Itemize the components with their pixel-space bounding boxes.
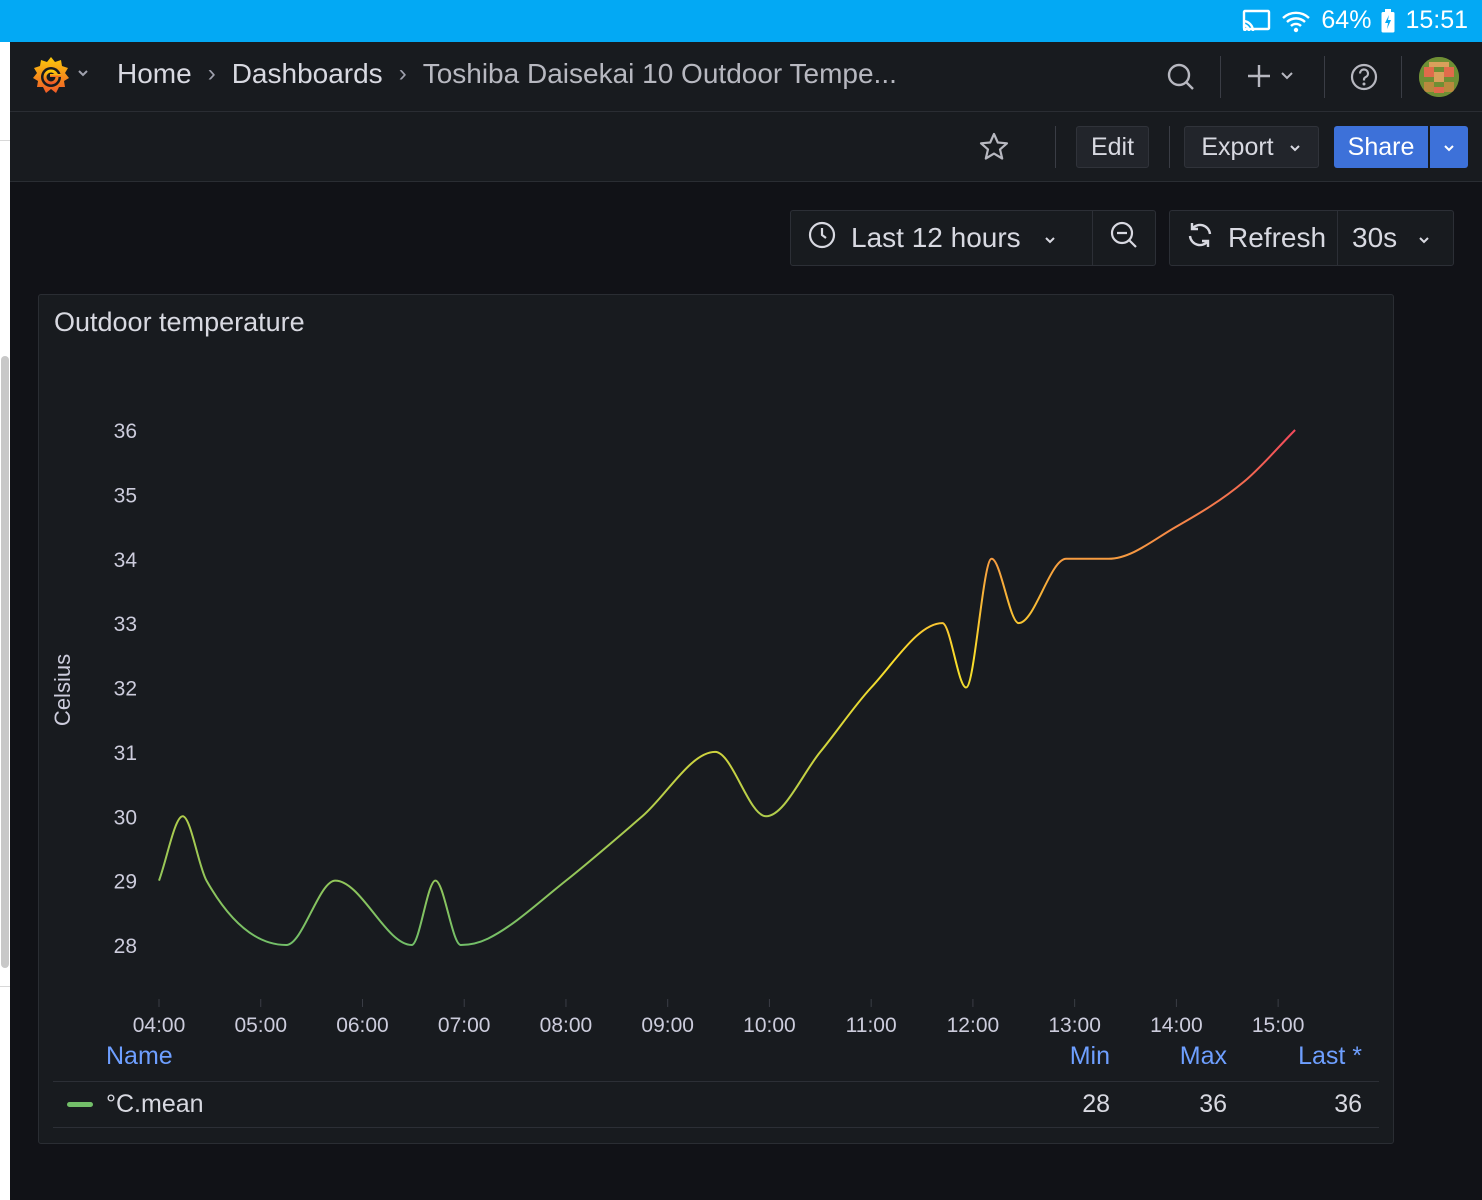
chevron-down-icon[interactable] (76, 66, 90, 85)
refresh-picker: Refresh 30s (1169, 210, 1454, 266)
temperature-chart[interactable]: 28 29 30 31 32 33 34 35 36 04:00 05:00 06:00 07:00 0… (39, 295, 1395, 1035)
x-tick-label: 12:00 (947, 1014, 1000, 1035)
x-tick-label: 11:00 (846, 1014, 897, 1035)
zoom-out-button[interactable] (1093, 211, 1155, 265)
chevron-right-icon: › (398, 60, 407, 87)
clock-icon (807, 220, 837, 257)
search-icon[interactable] (1165, 61, 1197, 98)
x-tick-label: 14:00 (1150, 1014, 1203, 1035)
legend-series-color (67, 1102, 93, 1107)
cast-icon (1241, 9, 1271, 33)
legend-bottom-divider (53, 1127, 1379, 1128)
legend-series-min: 28 (1082, 1090, 1110, 1118)
user-avatar[interactable] (1419, 57, 1459, 97)
edit-button[interactable]: Edit (1076, 126, 1149, 168)
help-icon[interactable] (1348, 61, 1380, 98)
star-icon[interactable] (978, 131, 1010, 168)
y-tick-label: 29 (114, 871, 137, 894)
battery-percent: 64% (1321, 6, 1372, 34)
timeseries-panel[interactable]: Outdoor temperature 28 29 30 31 32 33 34 35 36 0… (38, 294, 1394, 1144)
refresh-icon (1184, 219, 1216, 258)
time-range-label: Last 12 hours (851, 222, 1021, 253)
refresh-interval-value: 30s (1352, 222, 1398, 253)
x-tick-label: 08:00 (540, 1014, 593, 1035)
breadcrumb-home[interactable]: Home (117, 58, 192, 89)
y-tick-label: 33 (114, 613, 137, 636)
y-tick-label: 36 (114, 420, 137, 443)
breadcrumb-dashboards[interactable]: Dashboards (231, 58, 383, 89)
x-tick-label: 09:00 (641, 1014, 694, 1035)
x-tick-label: 04:00 (133, 1014, 186, 1035)
y-tick-label: 28 (114, 935, 137, 958)
y-tick-label: 30 (114, 806, 137, 829)
x-tick-label: 05:00 (234, 1014, 287, 1035)
share-options-button[interactable] (1430, 126, 1468, 168)
page-scrollbar[interactable] (0, 42, 10, 1200)
share-button[interactable]: Share (1334, 126, 1428, 168)
wifi-icon (1281, 9, 1311, 33)
legend-series-name[interactable]: °C.mean (106, 1090, 204, 1118)
legend-series-last: 36 (1334, 1090, 1362, 1118)
chevron-down-icon (1442, 133, 1456, 162)
panel-title[interactable]: Outdoor temperature (54, 307, 305, 337)
grafana-logo-icon[interactable] (28, 54, 74, 100)
add-icon[interactable] (1246, 61, 1304, 98)
y-tick-label: 34 (114, 549, 138, 572)
x-tick-label: 07:00 (438, 1014, 491, 1035)
scrollbar-thumb[interactable] (1, 356, 9, 968)
legend-header-max[interactable]: Max (1179, 1042, 1227, 1070)
x-tick-label: 10:00 (743, 1014, 796, 1035)
y-axis-label: Celsius (50, 654, 75, 726)
breadcrumb: Home › Dashboards › Toshiba Daisekai 10 … (117, 58, 897, 90)
x-tick-label: 13:00 (1048, 1014, 1101, 1035)
zoom-out-icon (1109, 220, 1139, 257)
chevron-down-icon (1043, 222, 1057, 254)
x-tick-label: 15:00 (1252, 1014, 1305, 1035)
device-status-bar: 64% 15:51 (0, 0, 1482, 42)
time-range-button[interactable]: Last 12 hours (791, 211, 1094, 265)
chevron-down-icon (1288, 133, 1302, 162)
legend-series-max: 36 (1199, 1090, 1227, 1118)
top-navigation: Home › Dashboards › Toshiba Daisekai 10 … (10, 42, 1482, 112)
refresh-label: Refresh (1228, 222, 1327, 253)
export-button-label: Export (1201, 132, 1274, 161)
y-tick-label: 32 (114, 678, 137, 701)
legend-header-name[interactable]: Name (106, 1042, 173, 1070)
battery-icon (1381, 8, 1395, 33)
legend-header-last[interactable]: Last * (1298, 1042, 1362, 1070)
y-tick-label: 31 (114, 742, 137, 765)
share-button-label: Share (1347, 132, 1415, 161)
time-range-picker: Last 12 hours (790, 210, 1156, 266)
dashboard-toolbar: Edit Export Share (10, 112, 1482, 182)
chevron-right-icon: › (207, 60, 216, 87)
y-tick-label: 35 (114, 484, 137, 507)
series-line-celsius-mean[interactable] (158, 429, 1296, 947)
edit-button-label: Edit (1090, 132, 1135, 161)
breadcrumb-current: Toshiba Daisekai 10 Outdoor Tempe... (422, 58, 897, 89)
x-tick-label: 06:00 (336, 1014, 389, 1035)
legend-divider (53, 1081, 1379, 1082)
legend-header-min[interactable]: Min (1069, 1042, 1110, 1070)
clock-time: 15:51 (1405, 6, 1468, 34)
refresh-interval-select[interactable]: 30s (1338, 211, 1431, 265)
refresh-button[interactable]: Refresh (1170, 211, 1338, 265)
export-button[interactable]: Export (1184, 126, 1319, 168)
chevron-down-icon (1417, 222, 1431, 254)
